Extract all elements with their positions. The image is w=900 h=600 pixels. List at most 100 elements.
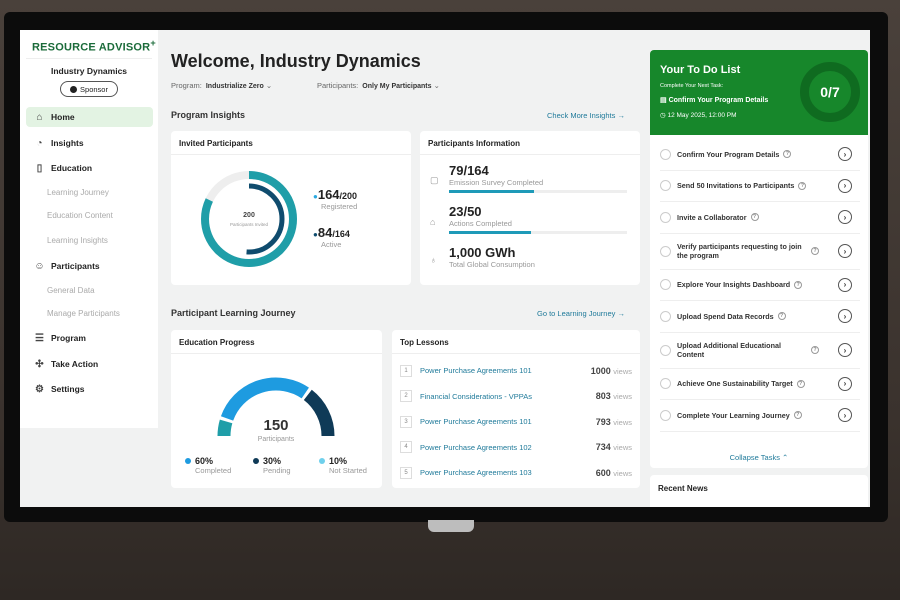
sidebar: RESOURCE ADVISOR+ Industry Dynamics Spon… — [20, 30, 158, 428]
chevron-right-circle-icon[interactable]: › — [838, 210, 852, 225]
sponsor-badge[interactable]: Sponsor — [60, 81, 118, 97]
recent-news-card: Recent News — [650, 475, 868, 507]
info-label: Emission Survey Completed — [449, 178, 544, 187]
card-title: Top Lessons — [392, 330, 640, 354]
lesson-row[interactable]: 5 Power Purchase Agreements 103 600 views — [400, 460, 632, 485]
task-checkbox[interactable] — [660, 211, 671, 223]
sidebar-item-participants[interactable]: ☺ Participants — [26, 256, 153, 276]
sidebar-sub-manage-participants[interactable]: Manage Participants — [47, 309, 120, 318]
task-checkbox[interactable] — [660, 378, 671, 390]
help-icon[interactable]: ? — [750, 213, 759, 222]
task-checkbox[interactable] — [660, 245, 671, 257]
views-label: views — [613, 366, 632, 376]
link-label: Check More Insights — [547, 111, 616, 120]
todo-task[interactable]: Confirm Your Program Details? › — [660, 139, 860, 171]
chevron-right-circle-icon[interactable]: › — [838, 277, 852, 292]
todo-task[interactable]: Send 50 Invitations to Participants? › — [660, 171, 860, 202]
program-filter[interactable]: Program: Industrialize Zero ⌄ — [171, 81, 272, 90]
sidebar-sub-general-data[interactable]: General Data — [47, 286, 95, 295]
task-label: Verify participants requesting to join t… — [677, 242, 802, 260]
chevron-down-icon: ⌄ — [265, 81, 273, 90]
legend-dot — [319, 458, 325, 464]
lesson-title-link[interactable]: Power Purchase Agreements 103 — [420, 468, 532, 477]
chevron-right-circle-icon[interactable]: › — [838, 309, 852, 324]
todo-task[interactable]: Upload Additional Educational Content? › — [660, 333, 860, 369]
todo-task[interactable]: Verify participants requesting to join t… — [660, 234, 860, 270]
program-filter-value: Industrialize Zero — [205, 83, 264, 90]
chevron-right-circle-icon[interactable]: › — [838, 147, 852, 162]
link-label: Go to Learning Journey — [537, 309, 616, 318]
chevron-right-circle-icon[interactable]: › — [838, 376, 852, 391]
todo-task[interactable]: Invite a Collaborator? › — [660, 202, 860, 234]
lesson-title-link[interactable]: Power Purchase Agreements 102 — [420, 442, 532, 452]
task-label: Upload Spend Data Records — [677, 311, 774, 321]
help-icon[interactable]: ? — [811, 346, 819, 354]
sidebar-item-home[interactable]: ⌂ Home — [26, 107, 153, 127]
task-label: Confirm Your Program Details — [677, 149, 780, 159]
lesson-row[interactable]: 3 Power Purchase Agreements 101 793 views — [400, 409, 632, 434]
chevron-right-circle-icon[interactable]: › — [838, 178, 852, 193]
registered-label: Registered — [321, 202, 358, 211]
sidebar-sub-learning-insights[interactable]: Learning Insights — [47, 236, 108, 245]
actions-icon: ⌂ — [430, 217, 436, 227]
lesson-row[interactable]: 4 Power Purchase Agreements 102 734 views — [400, 435, 632, 460]
task-checkbox[interactable] — [660, 180, 671, 192]
lesson-row[interactable]: 1 Power Purchase Agreements 101 1000 views — [400, 358, 632, 383]
task-checkbox[interactable] — [660, 344, 671, 356]
task-checkbox[interactable] — [660, 409, 671, 421]
collapse-tasks-button[interactable]: Collapse Tasks ⌃ — [650, 453, 868, 462]
lesson-views: 803 views — [596, 391, 632, 401]
survey-progress-bar — [449, 190, 627, 193]
sidebar-item-education[interactable]: ▯ Education — [26, 158, 153, 178]
check-more-insights-link[interactable]: Check More Insights → — [547, 111, 625, 120]
help-icon[interactable]: ? — [811, 247, 819, 255]
chevron-right-circle-icon[interactable]: › — [838, 343, 852, 357]
help-icon[interactable]: ? — [793, 411, 802, 420]
lesson-title-link[interactable]: Financial Considerations - VPPAs — [420, 391, 532, 401]
active-stat: ●84/164 Active — [313, 225, 350, 249]
gauge-segment — [303, 389, 335, 437]
arrow-right-icon: → — [617, 309, 625, 318]
active-total: /164 — [332, 229, 350, 239]
todo-task[interactable]: Upload Spend Data Records? › — [660, 301, 860, 333]
education-gauge-chart: 150 Participants — [217, 377, 335, 443]
section-title-learning-journey: Participant Learning Journey — [171, 308, 296, 318]
sidebar-item-insights[interactable]: ◔ Insights — [26, 133, 153, 153]
participants-filter-label: Participants: — [317, 81, 359, 90]
sidebar-item-settings[interactable]: ⚙ Settings — [26, 379, 153, 399]
todo-task[interactable]: Achieve One Sustainability Target? › — [660, 369, 860, 400]
task-checkbox[interactable] — [660, 148, 671, 160]
help-icon[interactable]: ? — [794, 280, 803, 289]
chevron-up-icon: ⌃ — [782, 453, 789, 462]
lesson-title-link[interactable]: Power Purchase Agreements 101 — [420, 366, 532, 375]
sidebar-item-label: Take Action — [51, 359, 99, 369]
task-label: Send 50 Invitations to Participants — [677, 181, 795, 191]
task-label: Achieve One Sustainability Target — [677, 379, 793, 389]
gauge-center-value: 150 — [263, 417, 288, 434]
go-to-learning-journey-link[interactable]: Go to Learning Journey → — [537, 309, 625, 318]
lesson-rank: 4 — [400, 441, 412, 453]
sidebar-item-take-action[interactable]: ✣ Take Action — [26, 354, 153, 374]
lesson-rank: 3 — [400, 415, 412, 428]
sidebar-item-program[interactable]: ☰ Program — [26, 328, 153, 348]
chevron-right-circle-icon[interactable]: › — [838, 408, 852, 423]
help-icon[interactable]: ? — [796, 379, 805, 388]
todo-title: Your To Do List — [660, 64, 741, 76]
sidebar-sub-education-content[interactable]: Education Content — [47, 211, 113, 220]
lesson-title-link[interactable]: Power Purchase Agreements 101 — [420, 417, 532, 426]
lesson-row[interactable]: 2 Financial Considerations - VPPAs 803 vie… — [400, 384, 632, 409]
participants-filter[interactable]: Participants: Only My Participants ⌄ — [317, 81, 440, 90]
task-checkbox[interactable] — [660, 279, 671, 291]
help-icon[interactable]: ? — [783, 150, 792, 159]
card-title: Education Progress — [171, 330, 382, 354]
views-label: views — [613, 392, 632, 401]
todo-next-task[interactable]: ▤ Confirm Your Program Details — [660, 96, 768, 104]
todo-due: ◷ 12 May 2025, 12:00 PM — [660, 111, 737, 119]
help-icon[interactable]: ? — [777, 312, 786, 321]
task-checkbox[interactable] — [660, 310, 671, 322]
todo-task[interactable]: Complete Your Learning Journey? › — [660, 400, 860, 432]
chevron-right-circle-icon[interactable]: › — [838, 244, 852, 258]
sidebar-sub-learning-journey[interactable]: Learning Journey — [47, 188, 109, 197]
todo-task[interactable]: Explore Your Insights Dashboard? › — [660, 270, 860, 301]
help-icon[interactable]: ? — [798, 181, 807, 190]
